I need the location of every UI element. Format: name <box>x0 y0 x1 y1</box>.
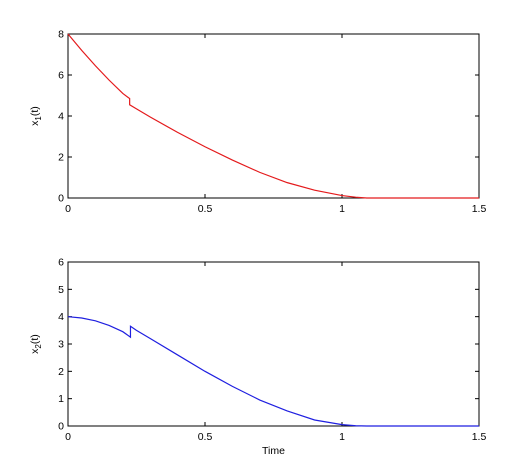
plot-frame <box>67 261 480 427</box>
tick-labels: 0 0.5 1 1.5 0 2 4 6 8 <box>58 29 486 216</box>
series-line <box>67 316 479 427</box>
x-tick-label: 0 <box>65 431 71 443</box>
y-tick-label: 0 <box>58 193 64 205</box>
y-axis-label-suffix: (t) <box>29 334 41 344</box>
y-tick-label: 0 <box>58 421 64 433</box>
y-tick-label: 8 <box>58 29 64 41</box>
x-tick-label: 1 <box>339 431 345 443</box>
y-axis-label: x2(t) <box>29 334 43 354</box>
y-axis-label-subscript: 2 <box>34 344 43 349</box>
y-tick-label: 6 <box>58 70 64 82</box>
y-tick-label: 3 <box>58 339 64 351</box>
x-tick-label: 1.5 <box>472 431 487 443</box>
y-tick-label: 4 <box>58 111 64 123</box>
y-tick-label: 5 <box>58 284 64 296</box>
series-group <box>67 316 479 427</box>
plot-frame <box>67 33 480 199</box>
x-axis-label: Time <box>262 445 285 457</box>
y-axis-label: x1(t) <box>29 106 43 126</box>
x-tick-label: 1.5 <box>472 203 487 215</box>
ticks <box>67 261 480 427</box>
y-tick-label: 4 <box>58 311 64 323</box>
x-tick-label: 1 <box>339 203 345 215</box>
tick-labels: 0 0.5 1 1.5 0 1 2 3 4 5 6 <box>58 257 486 444</box>
x-tick-label: 0.5 <box>198 203 213 215</box>
y-tick-label: 2 <box>58 152 64 164</box>
x-tick-label: 0 <box>65 203 71 215</box>
ticks <box>67 33 480 199</box>
series-group <box>67 33 479 199</box>
y-tick-label: 1 <box>58 393 64 405</box>
y-axis-label-subscript: 1 <box>34 116 43 121</box>
y-axis-label-suffix: (t) <box>29 106 41 116</box>
y-axis-label-base: x <box>29 120 41 126</box>
y-tick-label: 2 <box>58 366 64 378</box>
y-axis-label-base: x <box>29 348 41 354</box>
x-tick-label: 0.5 <box>198 431 213 443</box>
series-line <box>67 33 479 199</box>
y-tick-label: 6 <box>58 257 64 269</box>
